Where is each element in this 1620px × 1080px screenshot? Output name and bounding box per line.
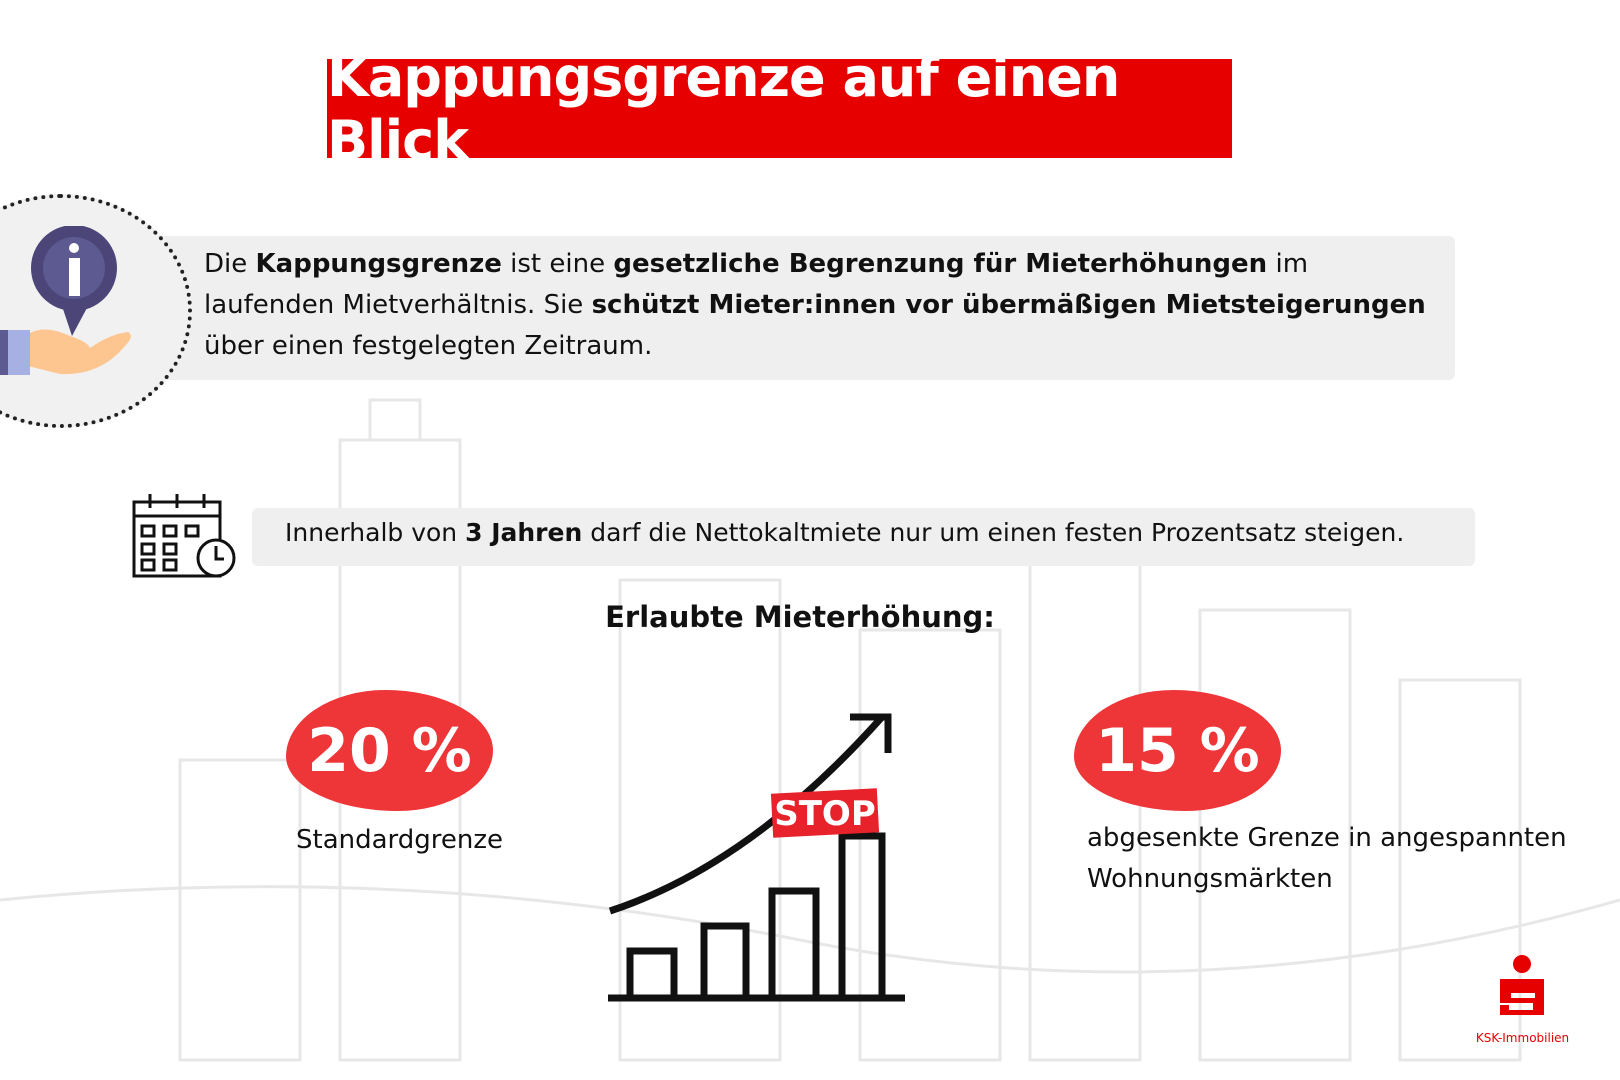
section-subtitle: Erlaubte Mieterhöhung: — [605, 600, 995, 634]
stop-sign — [770, 788, 880, 838]
standard-limit-label: Standardgrenze — [296, 825, 504, 855]
logo-text: KSK-Immobilien — [1475, 1031, 1570, 1045]
reduced-limit-badge: 15 % — [1074, 690, 1281, 811]
page-title: Kappungsgrenze auf einen Blick — [327, 46, 1232, 172]
calendar-clock-icon — [132, 494, 236, 578]
period-text: Innerhalb von 3 Jahren darf die Nettokal… — [285, 518, 1405, 547]
sparkasse-logo-icon — [1500, 955, 1544, 1015]
intro-text: Die Kappungsgrenze ist eine gesetzliche … — [204, 249, 1426, 361]
info-hand-icon — [0, 226, 131, 375]
standard-limit-badge: 20 % — [286, 690, 493, 811]
stop-label: STOP — [774, 794, 876, 834]
growth-stop-chart-icon: STOP — [608, 713, 905, 1002]
period-box — [252, 508, 1475, 566]
reduced-limit-label: abgesenkte Grenze in angespannten Wohnun… — [1087, 823, 1567, 894]
intro-box — [150, 236, 1455, 380]
